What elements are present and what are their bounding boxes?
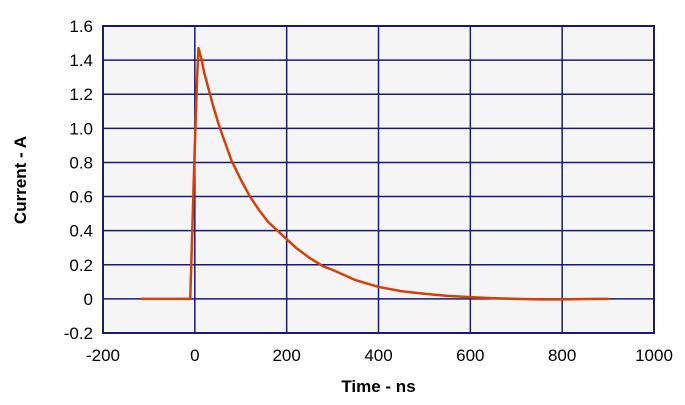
x-tick-label: -200 xyxy=(86,346,120,365)
x-tick-label: 1000 xyxy=(635,346,673,365)
series-line xyxy=(140,46,610,301)
y-tick-label: 1.2 xyxy=(69,85,93,104)
y-tick-label: 1.4 xyxy=(69,51,93,70)
y-tick-label: -0.2 xyxy=(64,324,93,343)
y-tick-labels: -0.2 0 0.2 0.4 0.6 0.8 1.0 1.2 1.4 1.6 xyxy=(64,17,93,343)
y-tick-label: 1.0 xyxy=(69,119,93,138)
y-tick-label: 1.6 xyxy=(69,17,93,36)
y-tick-label: 0.2 xyxy=(69,256,93,275)
plot-area-frame xyxy=(102,25,655,334)
x-tick-labels: -200 0 200 400 600 800 1000 xyxy=(86,346,673,365)
series-layer xyxy=(140,46,610,301)
y-tick-label: 0.6 xyxy=(69,188,93,207)
y-tick-label: 0.4 xyxy=(69,222,93,241)
x-tick-label: 600 xyxy=(456,346,484,365)
x-tick-label: 0 xyxy=(190,346,199,365)
x-tick-label: 800 xyxy=(548,346,576,365)
y-tick-label: 0.8 xyxy=(69,153,93,172)
x-tick-label: 400 xyxy=(364,346,392,365)
x-tick-label: 200 xyxy=(272,346,300,365)
y-tick-label: 0 xyxy=(84,290,93,309)
y-axis-title: Current - A xyxy=(11,136,30,224)
x-axis-title: Time - ns xyxy=(341,377,415,396)
